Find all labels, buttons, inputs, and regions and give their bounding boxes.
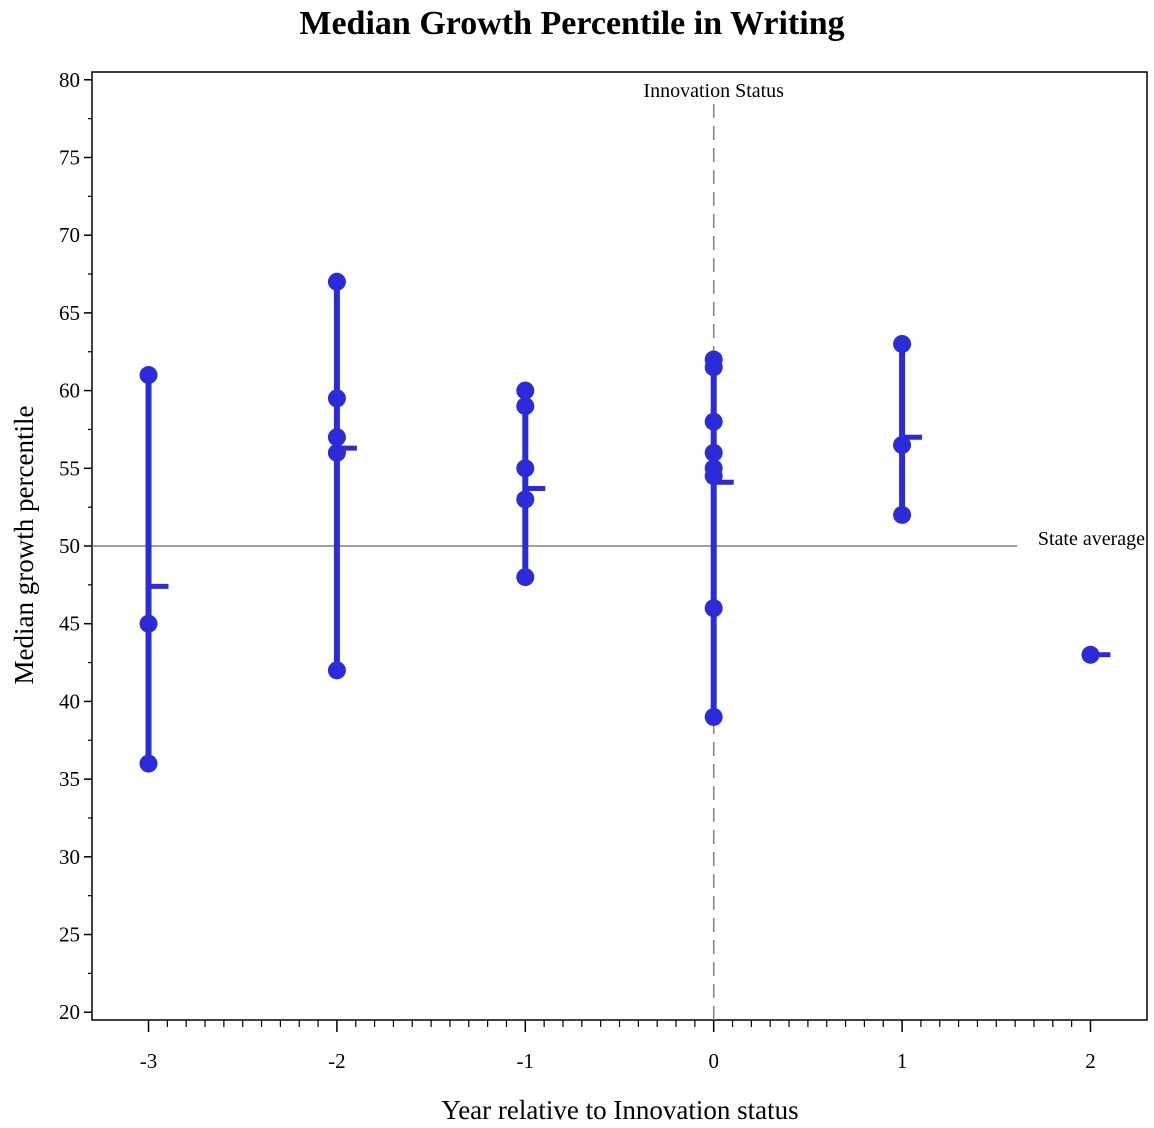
y-tick-label: 55: [59, 456, 80, 480]
data-point: [327, 389, 346, 408]
data-point: [139, 614, 158, 633]
data-point: [327, 428, 346, 447]
data-point: [704, 467, 723, 486]
y-tick-label: 65: [59, 301, 80, 325]
data-point: [1081, 645, 1100, 664]
data-point: [704, 599, 723, 618]
data-point: [516, 459, 535, 478]
x-tick-label: -1: [517, 1049, 535, 1073]
data-point: [516, 568, 535, 587]
y-tick-label: 60: [59, 379, 80, 403]
x-tick-label: -2: [328, 1049, 346, 1073]
data-point: [139, 366, 158, 385]
reference-lines: [92, 104, 1017, 1020]
data-point: [327, 443, 346, 462]
y-tick-label: 30: [59, 845, 80, 869]
y-tick-label: 20: [59, 1000, 80, 1024]
data-point: [893, 334, 912, 353]
y-tick-label: 25: [59, 923, 80, 947]
x-tick-label: 1: [897, 1049, 908, 1073]
y-tick-label: 75: [59, 145, 80, 169]
x-tick-label: 2: [1085, 1049, 1096, 1073]
x-axis-label: Year relative to Innovation status: [441, 1095, 798, 1125]
data-marks: [139, 272, 1111, 773]
data-point: [139, 754, 158, 773]
data-point: [516, 397, 535, 416]
y-axis-label: Median growth percentile: [9, 406, 39, 685]
x-tick-label: 0: [708, 1049, 719, 1073]
x-axis: -3 -2 -1 0 1 2: [140, 1020, 1096, 1073]
data-point: [327, 661, 346, 680]
chart-title: Median Growth Percentile in Writing: [299, 5, 844, 42]
y-tick-label: 50: [59, 534, 80, 558]
data-point: [704, 412, 723, 431]
data-point: [704, 358, 723, 377]
data-point: [704, 443, 723, 462]
y-axis: 20 25 30 35 40 45 50 55 60 65 70 75 80: [59, 68, 92, 1024]
data-point: [516, 490, 535, 509]
y-tick-label: 70: [59, 223, 80, 247]
data-point: [327, 272, 346, 291]
x-tick-label: -3: [140, 1049, 158, 1073]
y-tick-label: 35: [59, 767, 80, 791]
data-point: [516, 381, 535, 400]
y-tick-label: 45: [59, 612, 80, 636]
state-average-label: State average: [1038, 528, 1145, 550]
innovation-status-label: Innovation Status: [643, 80, 784, 102]
data-point: [893, 505, 912, 524]
y-tick-label: 40: [59, 689, 80, 713]
y-tick-label: 80: [59, 68, 80, 92]
data-point: [704, 707, 723, 726]
data-point: [893, 435, 912, 454]
